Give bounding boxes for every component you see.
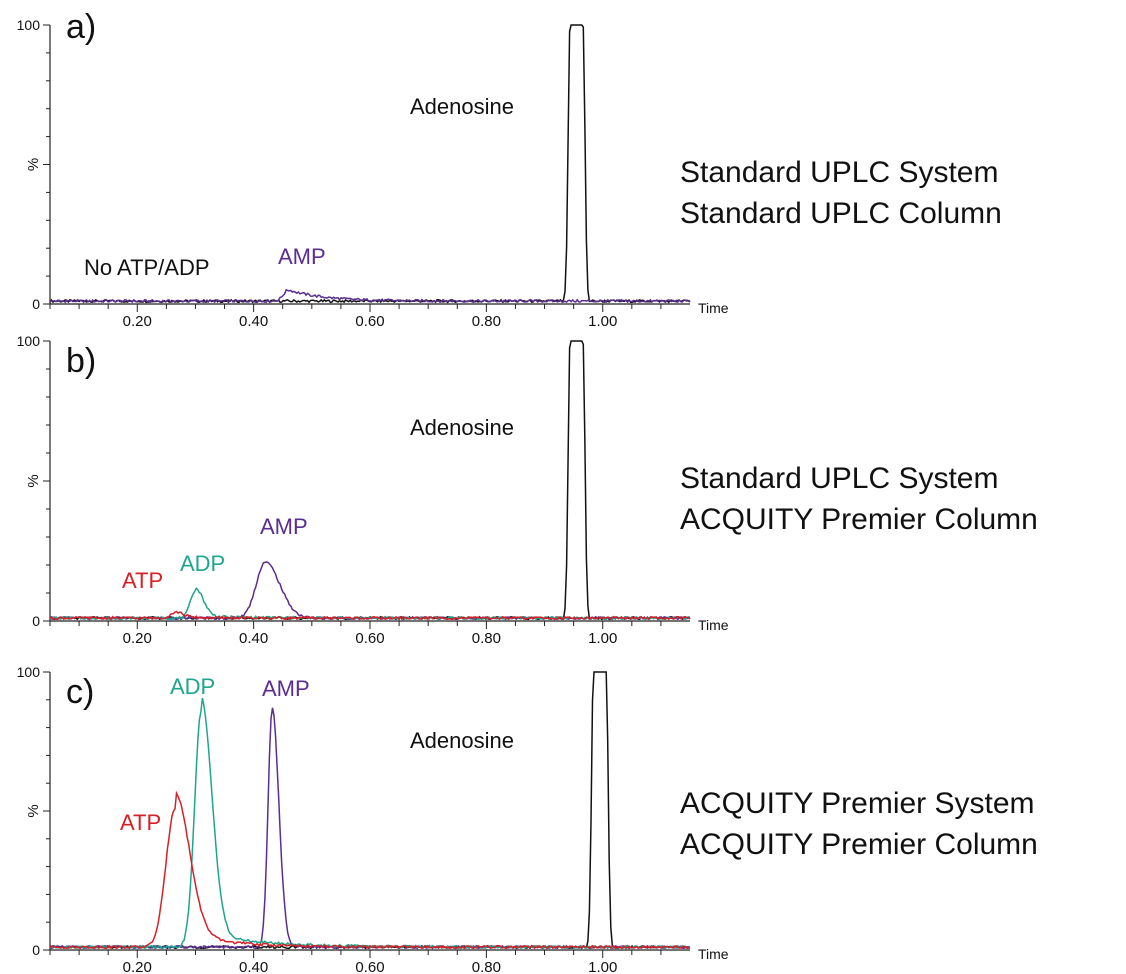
x-tick-label: 1.00 (588, 959, 617, 974)
panel-letter: b) (66, 342, 96, 380)
y-axis-label: % (25, 158, 42, 171)
condition-line-1: Standard UPLC System (680, 156, 998, 189)
x-axis-label: Time (698, 946, 729, 962)
x-axis-label: Time (698, 617, 729, 633)
x-tick-label: 0.40 (239, 630, 268, 647)
no-atp-adp-note: No ATP/ADP (84, 255, 210, 280)
peak-label-amp: AMP (262, 676, 310, 701)
x-tick-label: 0.80 (472, 959, 501, 974)
condition-line-2: ACQUITY Premier Column (680, 503, 1038, 536)
peak-label-amp: AMP (278, 244, 326, 269)
peak-label-adenosine: Adenosine (410, 94, 514, 119)
y-tick-label: 0 (32, 296, 40, 312)
x-tick-label: 0.40 (239, 313, 268, 330)
peak-label-atp: ATP (120, 810, 161, 835)
x-axis-label: Time (698, 300, 729, 316)
x-tick-label: 1.00 (588, 313, 617, 330)
peak-label-adp: ADP (170, 674, 215, 699)
condition-line-1: Standard UPLC System (680, 462, 998, 495)
condition-line-2: Standard UPLC Column (680, 197, 1002, 230)
peak-label-adp: ADP (180, 551, 225, 576)
x-tick-label: 0.60 (355, 959, 384, 974)
x-tick-label: 0.20 (123, 313, 152, 330)
x-tick-label: 0.20 (123, 630, 152, 647)
x-tick-label: 0.80 (472, 630, 501, 647)
y-axis-label: % (25, 474, 42, 487)
y-axis-label: % (25, 804, 42, 817)
peak-label-atp: ATP (122, 568, 163, 593)
condition-line-1: ACQUITY Premier System (680, 787, 1035, 820)
y-tick-label: 0 (32, 942, 40, 958)
peak-label-adenosine: Adenosine (410, 728, 514, 753)
y-tick-label: 100 (17, 333, 41, 349)
peak-label-amp: AMP (260, 514, 308, 539)
panel-a: a) Standard UPLC System Standard UPLC Co… (17, 8, 1002, 330)
series-trace-atp (50, 612, 690, 620)
x-tick-label: 1.00 (588, 630, 617, 647)
panel-c: c) ACQUITY Premier System ACQUITY Premie… (17, 664, 1038, 974)
y-tick-label: 100 (17, 17, 41, 33)
panel-letter: c) (66, 673, 94, 711)
panel-letter: a) (66, 8, 96, 46)
x-tick-label: 0.60 (355, 313, 384, 330)
x-tick-label: 0.60 (355, 630, 384, 647)
x-tick-label: 0.20 (123, 959, 152, 974)
peak-label-adenosine: Adenosine (410, 415, 514, 440)
condition-line-2: ACQUITY Premier Column (680, 828, 1038, 861)
panel-b: b) Standard UPLC System ACQUITY Premier … (17, 333, 1038, 647)
x-tick-label: 0.40 (239, 959, 268, 974)
x-tick-label: 0.80 (472, 313, 501, 330)
y-tick-label: 100 (17, 664, 41, 680)
y-tick-label: 0 (32, 613, 40, 629)
